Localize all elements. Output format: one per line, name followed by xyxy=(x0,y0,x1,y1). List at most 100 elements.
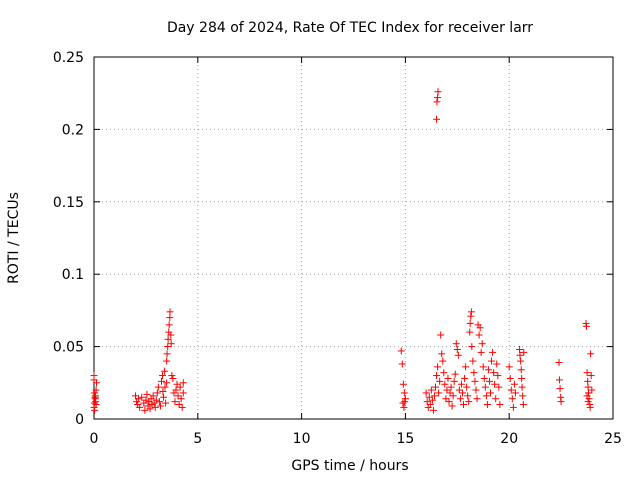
data-point-marker xyxy=(556,385,564,393)
data-point-marker xyxy=(151,403,159,411)
data-point-marker xyxy=(91,406,99,414)
data-point-marker xyxy=(422,389,430,397)
data-point-marker xyxy=(517,366,525,374)
data-point-marker xyxy=(461,374,469,382)
data-point-marker xyxy=(557,398,565,406)
data-point-marker xyxy=(510,380,518,388)
data-point-marker xyxy=(435,389,443,397)
data-point-marker xyxy=(452,340,460,348)
data-point-marker xyxy=(429,406,437,414)
data-point-marker xyxy=(487,389,495,397)
data-point-marker xyxy=(149,392,157,400)
data-point-marker xyxy=(163,357,171,365)
data-point-marker xyxy=(135,395,143,403)
data-point-marker xyxy=(472,386,480,394)
data-point-marker xyxy=(171,398,179,406)
x-tick-label: 0 xyxy=(90,431,99,447)
x-tick-label: 25 xyxy=(604,431,622,447)
data-point-marker xyxy=(491,380,499,388)
data-point-marker xyxy=(427,386,435,394)
data-point-marker xyxy=(175,401,183,409)
data-point-marker xyxy=(445,398,453,406)
data-point-marker xyxy=(584,398,592,406)
data-point-marker xyxy=(433,115,441,123)
data-point-marker xyxy=(583,369,591,377)
data-point-marker xyxy=(464,392,472,400)
data-point-marker xyxy=(179,379,187,387)
data-point-marker xyxy=(462,363,470,371)
data-point-marker xyxy=(397,347,405,355)
y-axis-label: ROTI / TECUs xyxy=(6,192,22,284)
data-point-marker xyxy=(400,389,408,397)
data-point-marker xyxy=(400,403,408,411)
y-tick-label: 0.15 xyxy=(53,195,84,211)
data-point-marker xyxy=(582,322,590,330)
data-point-marker xyxy=(176,383,184,391)
data-point-marker xyxy=(511,389,519,397)
data-point-marker xyxy=(426,401,434,409)
data-point-marker xyxy=(585,389,593,397)
data-point-marker xyxy=(477,348,485,356)
data-point-marker xyxy=(480,374,488,382)
data-point-marker xyxy=(518,374,526,382)
y-tick-label: 0.1 xyxy=(62,267,84,283)
data-point-marker xyxy=(401,398,409,406)
data-point-marker xyxy=(143,390,151,398)
y-tick-label: 0.2 xyxy=(62,122,84,138)
data-point-marker xyxy=(92,386,100,394)
data-point-marker xyxy=(155,398,163,406)
data-point-marker xyxy=(460,401,468,409)
data-point-marker xyxy=(173,380,181,388)
data-point-marker xyxy=(138,393,146,401)
data-point-marker xyxy=(159,387,167,395)
data-point-marker xyxy=(166,308,174,316)
data-point-marker xyxy=(469,357,477,365)
data-point-marker xyxy=(154,383,162,391)
data-point-marker xyxy=(555,376,563,384)
data-point-marker xyxy=(440,369,448,377)
data-point-marker xyxy=(152,396,160,404)
data-point-marker xyxy=(473,395,481,403)
data-point-marker xyxy=(456,395,464,403)
x-axis-label: GPS time / hours xyxy=(291,458,408,474)
data-point-marker xyxy=(446,389,454,397)
data-point-marker xyxy=(483,401,491,409)
data-point-marker xyxy=(517,357,525,365)
data-point-marker xyxy=(434,88,442,96)
data-point-marker xyxy=(475,331,483,339)
data-point-marker xyxy=(172,386,180,394)
data-point-marker xyxy=(168,372,176,380)
data-point-marker xyxy=(467,308,475,316)
data-point-marker xyxy=(141,406,149,414)
data-point-marker xyxy=(465,398,473,406)
axis-ticks xyxy=(93,56,614,420)
data-point-marker xyxy=(174,392,182,400)
data-point-marker xyxy=(516,351,524,359)
data-point-marker xyxy=(447,383,455,391)
x-tick-labels: 0 5 10 15 20 25 xyxy=(90,431,622,447)
data-point-marker xyxy=(587,372,595,380)
data-point-marker xyxy=(479,363,487,371)
data-point-marker xyxy=(506,374,514,382)
data-point-marker xyxy=(587,350,595,358)
data-point-marker xyxy=(438,350,446,358)
data-point-marker xyxy=(478,340,486,348)
data-point-marker xyxy=(441,380,449,388)
data-point-marker xyxy=(159,372,167,380)
plot-frame xyxy=(93,56,614,420)
data-point-marker xyxy=(432,383,440,391)
data-point-marker xyxy=(494,372,502,380)
data-point-marker xyxy=(468,343,476,351)
data-point-marker xyxy=(132,392,140,400)
data-point-marker xyxy=(466,319,474,327)
data-point-marker xyxy=(401,395,409,403)
data-point-marker xyxy=(449,392,457,400)
data-point-marker xyxy=(496,401,504,409)
data-point-marker xyxy=(160,393,168,401)
y-tick-label: 0.25 xyxy=(53,50,84,66)
data-point-marker xyxy=(437,331,445,339)
data-point-marker xyxy=(509,403,517,411)
data-point-marker xyxy=(463,383,471,391)
data-point-marker xyxy=(476,324,484,332)
